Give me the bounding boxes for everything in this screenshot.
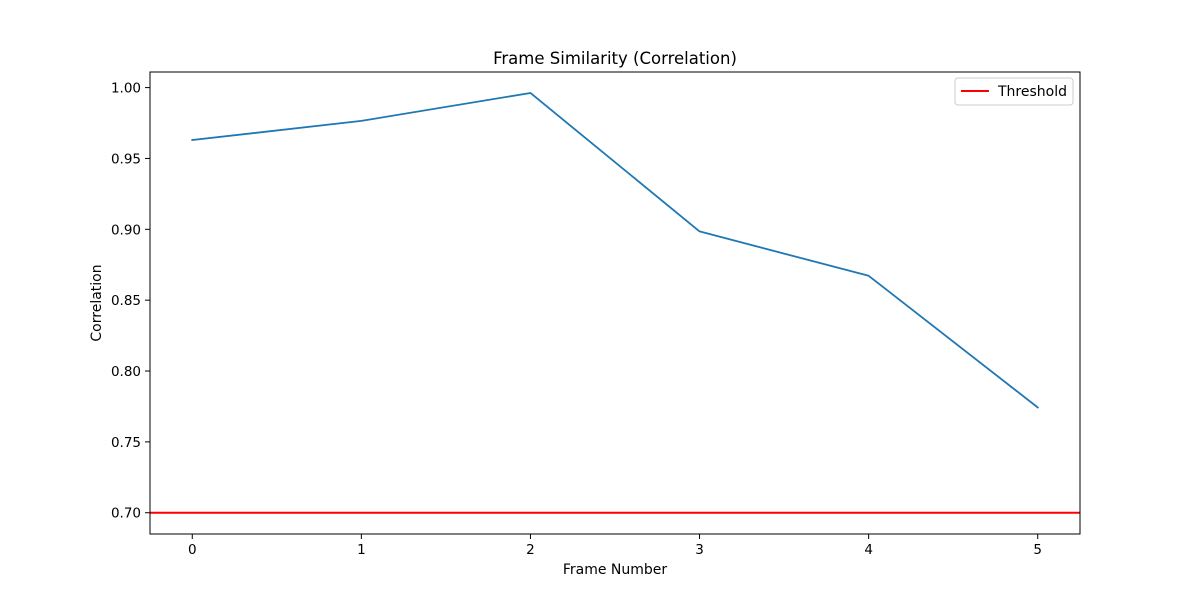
plot-frame — [149, 71, 1081, 535]
x-tick-label: 1 — [357, 542, 366, 558]
legend: Threshold — [954, 77, 1074, 106]
correlation-series-line — [191, 92, 1039, 409]
x-axis-ticks: 0 1 2 3 4 5 — [188, 534, 1042, 558]
y-tick-label: 0.80 — [111, 364, 141, 380]
y-axis-label: Correlation — [89, 264, 105, 341]
y-tick-label: 0.95 — [111, 151, 141, 167]
x-tick-label: 5 — [1033, 542, 1042, 558]
y-tick-label: 0.90 — [111, 222, 141, 238]
x-tick-label: 0 — [188, 542, 197, 558]
y-tick-label: 1.00 — [111, 81, 141, 97]
plot-area — [150, 72, 1080, 534]
y-tick-label: 0.70 — [111, 506, 141, 522]
chart-title: Frame Similarity (Correlation) — [493, 49, 737, 68]
legend-threshold-label: Threshold — [997, 84, 1067, 100]
legend-box — [954, 77, 1074, 106]
x-axis-label: Frame Number — [563, 562, 668, 578]
y-tick-label: 0.75 — [111, 435, 141, 451]
x-tick-label: 2 — [526, 542, 535, 558]
y-axis-ticks: 0.70 0.75 0.80 0.85 0.90 0.95 1.00 — [111, 81, 150, 522]
y-tick-label: 0.85 — [111, 293, 141, 309]
x-tick-label: 4 — [864, 542, 873, 558]
series-layer — [191, 92, 1039, 409]
x-tick-label: 3 — [695, 542, 704, 558]
